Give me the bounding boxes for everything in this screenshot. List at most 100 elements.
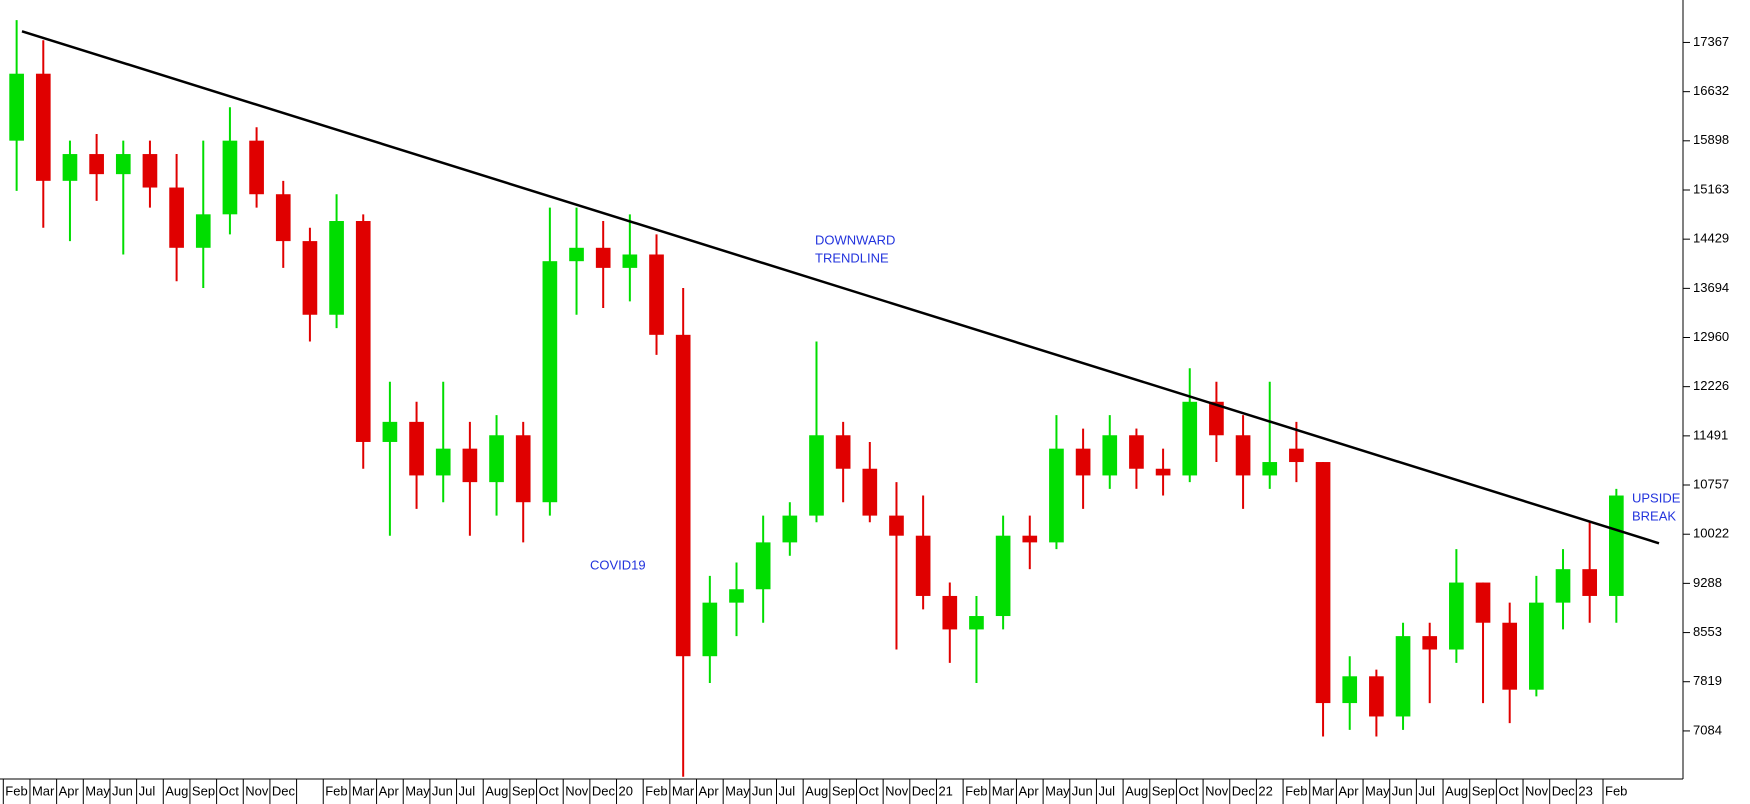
candle-body (9, 73, 24, 141)
candle-body (249, 140, 264, 195)
x-tick-label: Mar (992, 783, 1015, 798)
x-tick-label: Dec (1552, 783, 1576, 798)
x-tick-label: Mar (32, 783, 55, 798)
candle-body (1582, 569, 1598, 596)
candle-body (1262, 462, 1278, 476)
x-tick-label: Aug (1125, 783, 1148, 798)
x-tick-label: Oct (858, 783, 879, 798)
x-tick-label: Apr (699, 783, 720, 798)
candle-body (755, 542, 771, 590)
x-tick-label: Jun (112, 783, 133, 798)
x-tick-label: Jul (1418, 783, 1435, 798)
candle-body (595, 247, 611, 268)
x-tick-label: Jun (1392, 783, 1413, 798)
annotation: BREAK (1632, 508, 1676, 523)
y-tick-label: 7819 (1693, 673, 1722, 688)
candle-body (782, 515, 798, 543)
x-tick-label: May (1365, 783, 1390, 798)
x-tick-label: Jun (432, 783, 453, 798)
candle-body (355, 221, 371, 442)
candle-body (1342, 676, 1358, 704)
annotation: DOWNWARD (815, 232, 895, 247)
candle-body (1235, 435, 1251, 476)
candle-body (435, 448, 451, 476)
candle-body (1049, 448, 1064, 543)
candle-body (1209, 401, 1224, 436)
x-tick-label: Aug (165, 783, 188, 798)
y-tick-label: 15163 (1693, 181, 1729, 196)
x-tick-label: Mar (1312, 783, 1335, 798)
x-tick-label: May (85, 783, 110, 798)
candle-body (702, 602, 718, 657)
candle-body (1475, 582, 1491, 623)
y-tick-label: 7084 (1693, 722, 1722, 737)
candle-body (1155, 468, 1171, 476)
candle-body (115, 154, 131, 175)
y-tick-label: 12960 (1693, 329, 1729, 344)
candle-body (862, 468, 878, 516)
x-tick-label: Jul (778, 783, 795, 798)
candle-body (1315, 462, 1331, 704)
x-tick-label: 20 (619, 783, 633, 798)
x-tick-label: Sep (1472, 783, 1495, 798)
candle-body (1075, 448, 1091, 476)
candle-body (169, 187, 184, 248)
x-tick-label: Sep (512, 783, 535, 798)
candle-body (835, 435, 851, 469)
candle-body (1502, 622, 1518, 690)
candle-body (142, 154, 158, 188)
x-tick-label: Sep (192, 783, 215, 798)
candle-body (542, 261, 558, 503)
x-tick-label: Oct (1178, 783, 1199, 798)
candle-body (1102, 435, 1118, 476)
candle-body (329, 221, 344, 315)
candle-body (915, 535, 931, 596)
x-tick-label: Dec (1232, 783, 1256, 798)
y-tick-label: 8553 (1693, 624, 1722, 639)
x-tick-label: Oct (219, 783, 240, 798)
candle-body (942, 595, 958, 630)
x-tick-label: Apr (379, 783, 400, 798)
x-tick-label: Feb (1605, 783, 1627, 798)
y-tick-label: 9288 (1693, 575, 1722, 590)
candle-body (969, 616, 984, 630)
candle-body (649, 254, 664, 335)
x-tick-label: Feb (965, 783, 987, 798)
candle-body (1129, 435, 1144, 469)
x-tick-label: Feb (645, 783, 667, 798)
candle-body (569, 247, 584, 262)
candle-body (1449, 582, 1464, 650)
x-tick-label: Feb (5, 783, 27, 798)
candle-body (1395, 636, 1411, 717)
x-tick-label: Dec (272, 783, 296, 798)
y-tick-label: 15898 (1693, 132, 1729, 147)
annotation: COVID19 (590, 557, 646, 572)
x-tick-label: Aug (1445, 783, 1468, 798)
x-tick-label: Apr (1018, 783, 1039, 798)
x-tick-label: Feb (1285, 783, 1307, 798)
x-tick-label: Dec (592, 783, 616, 798)
x-tick-label: Oct (1498, 783, 1519, 798)
x-tick-label: Apr (59, 783, 80, 798)
candle-body (675, 334, 691, 657)
y-tick-label: 12226 (1693, 378, 1729, 393)
x-tick-label: 21 (938, 783, 952, 798)
candle-body (1182, 401, 1198, 476)
candle-body (382, 421, 398, 442)
x-tick-label: Nov (565, 783, 589, 798)
candle-body (409, 421, 424, 476)
candle-body (889, 515, 904, 536)
y-tick-label: 16632 (1693, 83, 1729, 98)
y-tick-label: 10022 (1693, 526, 1729, 541)
x-tick-label: May (1045, 783, 1070, 798)
candle-body (1289, 448, 1304, 463)
x-tick-label: Sep (1152, 783, 1175, 798)
x-tick-label: Oct (539, 783, 560, 798)
candle-body (302, 241, 318, 315)
y-tick-label: 17367 (1693, 34, 1729, 49)
candle-body (195, 214, 211, 248)
x-tick-label: Nov (1525, 783, 1549, 798)
x-tick-label: Mar (672, 783, 695, 798)
x-tick-label: Mar (352, 783, 375, 798)
